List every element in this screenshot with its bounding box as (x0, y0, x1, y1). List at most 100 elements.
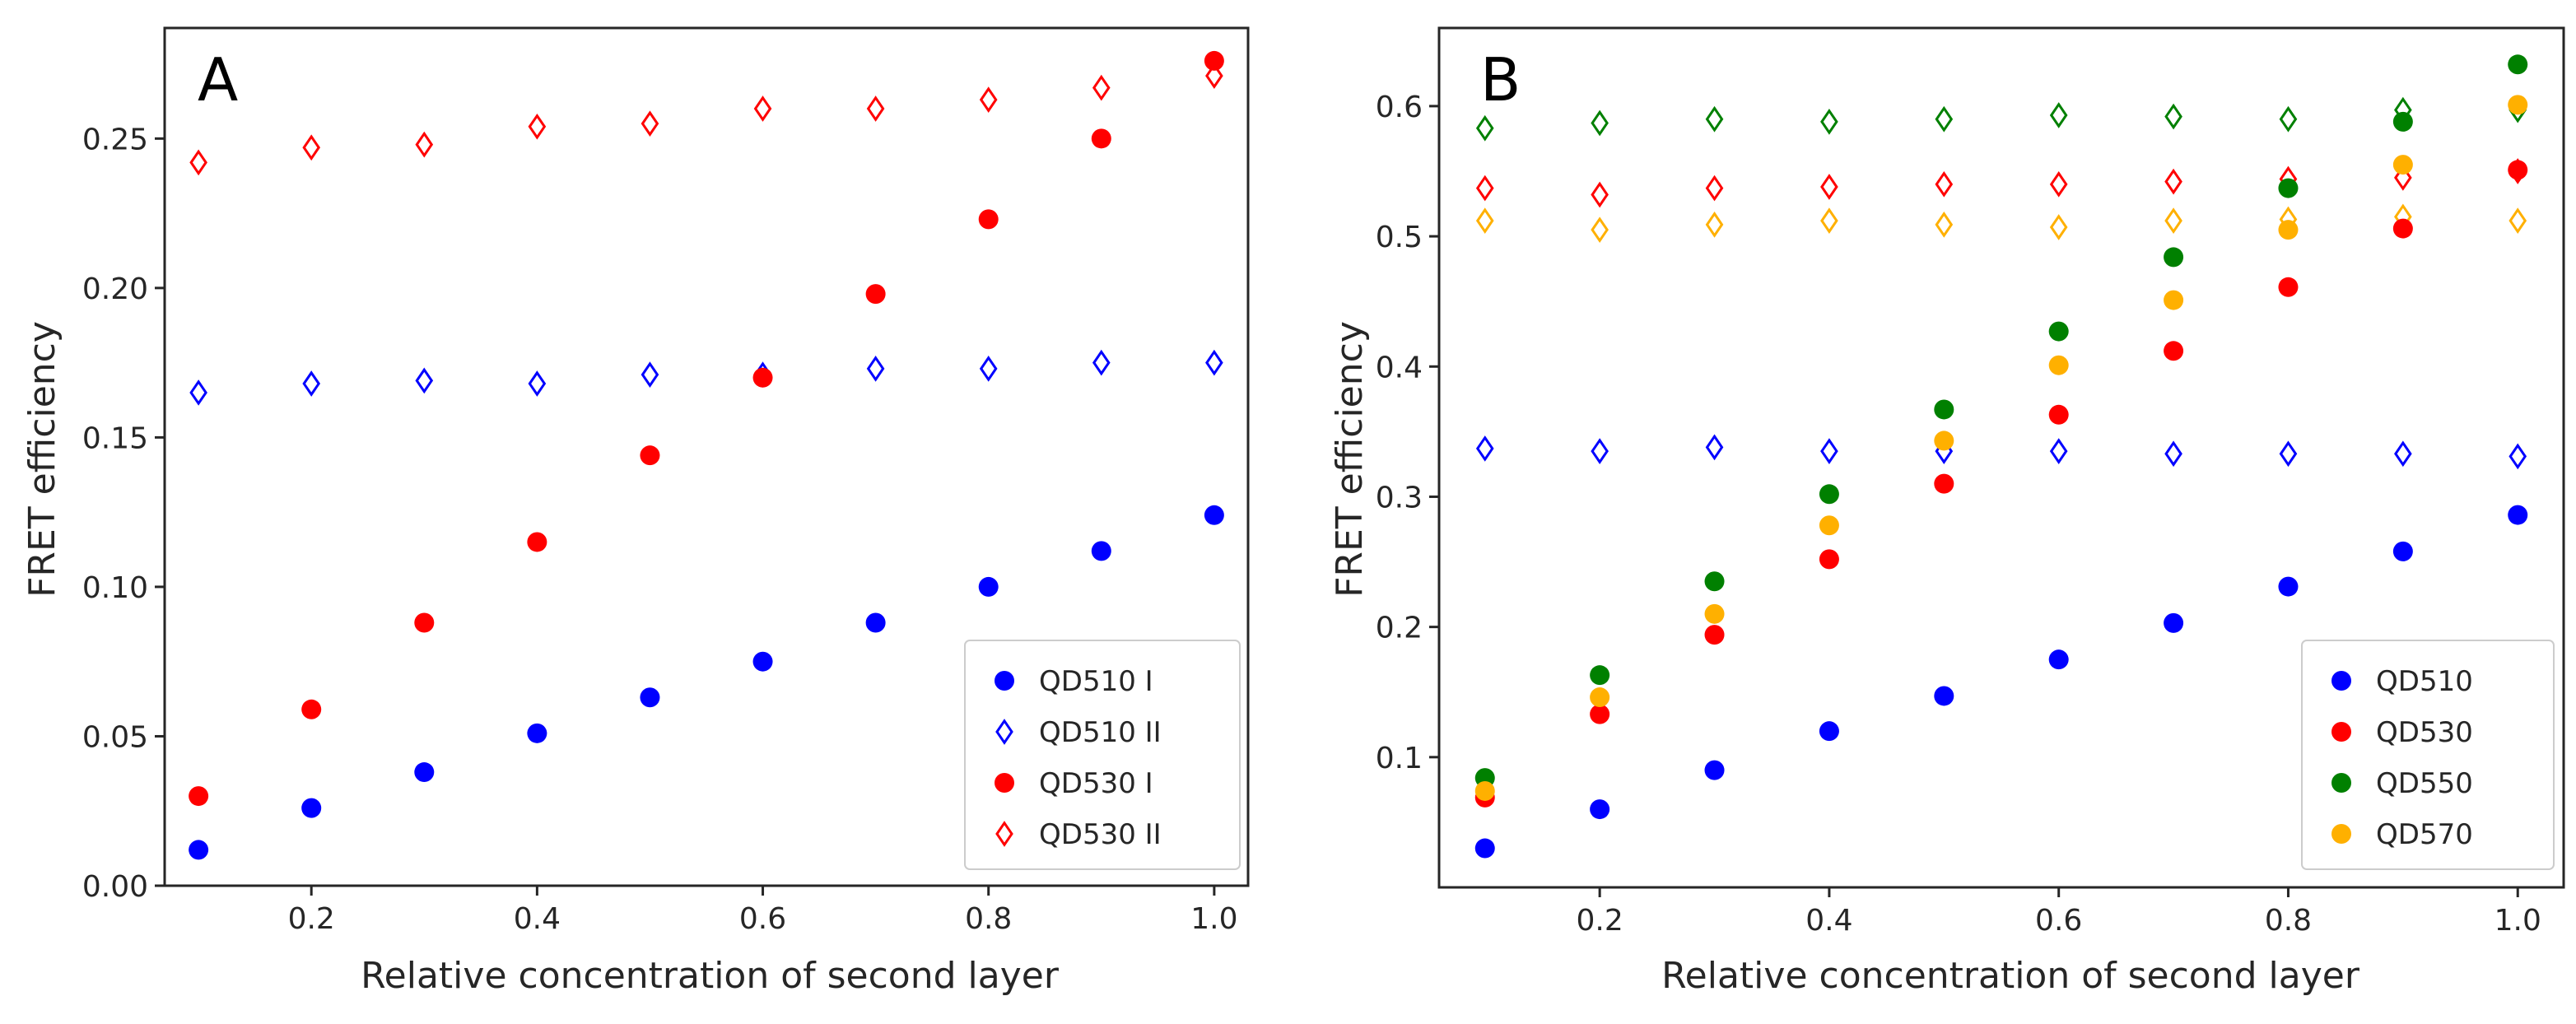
panel-b-point-qd510 (2392, 541, 2413, 561)
panel-b-point-qd510-ii (2508, 443, 2527, 470)
panel-a-point-qd510-i (301, 798, 322, 818)
panel-b-point-qd570 (1474, 780, 1495, 801)
panel-b-chart: B Relative concentration of second layer… (1329, 26, 2565, 997)
panel-a-x-tick-label: 0.6 (739, 902, 786, 936)
panel-a-y-tick-label: 0.05 (82, 720, 148, 754)
panel-b-point-qd550 (2508, 54, 2528, 75)
panel-b-point-qd510 (1934, 686, 1954, 706)
panel-a-point-qd510-i (527, 723, 547, 743)
panel-a-legend-item: QD510 I (995, 665, 1153, 698)
panel-a-point-qd530-ii (641, 110, 659, 137)
panel-b-legend-marker (2331, 824, 2351, 844)
panel-a-point-qd510-i (1091, 541, 1111, 561)
panel-b-legend-item: QD550 (2331, 767, 2473, 800)
panel-a-legend-item: QD530 II (995, 818, 1162, 851)
panel-b-point-qd530-ii (1475, 175, 1494, 202)
panel-a-legend-marker (995, 821, 1013, 847)
panel-b-point-qd510 (2278, 576, 2299, 597)
panel-b-point-qd570-ii (1820, 207, 1838, 234)
panel-b-series-qd550-ii (1475, 96, 2527, 142)
panel-b-point-qd550 (2164, 247, 2184, 268)
panel-a-point-qd530-i (1091, 128, 1111, 149)
panel-b-point-qd530-ii (2164, 168, 2182, 195)
panel-a-legend-item: QD510 II (995, 716, 1162, 749)
panel-b-point-qd570 (2164, 290, 2184, 310)
panel-a-point-qd530-i (301, 699, 322, 719)
panel-b-series-qd570 (1474, 95, 2528, 801)
panel-b-point-qd530-ii (1820, 174, 1838, 200)
panel-b-point-qd510-ii (1705, 434, 1724, 461)
panel-a-chart: A Relative concentration of second layer… (21, 26, 1250, 997)
panel-a-series-qd510-i (189, 505, 1224, 860)
panel-b-point-qd530 (2278, 277, 2299, 297)
panel-a-legend-label: QD530 II (1039, 818, 1162, 851)
panel-b-point-qd570 (1934, 431, 1954, 451)
panel-b-point-qd510-ii (2279, 440, 2298, 468)
panel-b-legend-label: QD570 (2376, 818, 2473, 851)
panel-a-point-qd510-ii (528, 370, 547, 397)
panel-b-point-qd510 (2508, 505, 2528, 525)
panel-b-point-qd510-ii (2164, 440, 2182, 468)
panel-b-point-qd530 (2048, 404, 2069, 425)
panel-b-point-qd530-ii (2394, 165, 2412, 191)
panel-a-point-qd530-ii (1205, 63, 1223, 89)
panel-b-point-qd550 (1934, 399, 1954, 420)
panel-b-y-axis-label: FRET efficiency (1329, 321, 1371, 598)
panel-a-y-tick-label: 0.10 (82, 571, 148, 605)
panel-a-y-tick-label: 0.00 (82, 870, 148, 904)
panel-a-letter: A (198, 45, 238, 114)
panel-a-point-qd510-i (414, 762, 435, 783)
panel-b-point-qd570 (2048, 355, 2069, 375)
panel-a-point-qd510-i (1204, 505, 1224, 525)
panel-b-series-qd530-ii (1475, 158, 2527, 208)
panel-a-point-qd510-i (978, 576, 999, 597)
panel-b-point-qd570-ii (1591, 216, 1609, 244)
panel-a-point-qd530-ii (753, 95, 772, 122)
panel-b-point-qd510 (1590, 799, 1610, 820)
panel-b-legend-item: QD530 (2331, 716, 2473, 749)
panel-b-y-tick-label: 0.3 (1376, 481, 1423, 514)
panel-a-x-tick-label: 0.4 (514, 902, 561, 936)
panel-b-legend-label: QD550 (2376, 767, 2473, 800)
panel-a-plot-frame (163, 26, 1250, 887)
panel-b-point-qd570 (1590, 687, 1610, 708)
panel-a-point-qd510-i (640, 687, 660, 708)
panel-b-point-qd510 (1819, 721, 1839, 742)
panel-a-point-qd510-ii (1205, 349, 1223, 376)
panel-b-point-qd550 (2048, 321, 2069, 342)
panel-a-legend-marker (995, 773, 1014, 793)
panel-b-point-qd550-ii (1475, 114, 1494, 142)
panel-b-point-qd510-ii (1820, 438, 1838, 464)
panel-a-point-qd510-i (752, 651, 773, 672)
panel-b-point-qd530-ii (1935, 170, 1954, 198)
panel-b-point-qd530 (2164, 341, 2184, 361)
panel-a-point-qd530-ii (302, 134, 321, 161)
panel-b-point-qd570-ii (1475, 207, 1494, 234)
panel-b-point-qd550 (1704, 571, 1725, 592)
panel-b-point-qd530 (2392, 218, 2413, 239)
panel-a-legend-marker (995, 671, 1014, 691)
panel-a-y-tick-label: 0.15 (82, 421, 148, 455)
panel-a-point-qd510-ii (302, 370, 321, 397)
panel-b-point-qd550 (1819, 484, 1839, 505)
panel-b-y-tick-label: 0.5 (1376, 221, 1423, 254)
panel-b-point-qd550 (2392, 111, 2413, 132)
panel-b-series-qd570-ii (1475, 203, 2527, 244)
panel-a-series-qd530-ii (189, 63, 1223, 176)
panel-a-point-qd530-i (640, 445, 660, 466)
panel-a-point-qd530-i (527, 532, 547, 552)
panel-b-point-qd530-ii (2049, 170, 2068, 198)
panel-a-point-qd530-ii (866, 95, 885, 122)
panel-a-x-axis-label: Relative concentration of second layer (361, 955, 1060, 997)
panel-a-legend-item: QD530 I (995, 767, 1153, 800)
panel-b-point-qd510-ii (2049, 438, 2068, 464)
panel-b-x-tick-label: 1.0 (2494, 904, 2541, 938)
panel-b-point-qd570-ii (2508, 207, 2527, 234)
panel-b-point-qd570 (2508, 95, 2528, 115)
panel-a-point-qd530-i (752, 367, 773, 388)
panel-b-legend-box (2301, 640, 2555, 870)
panel-b-point-qd510 (1474, 838, 1495, 859)
panel-b-point-qd510-ii (1475, 435, 1494, 462)
panel-b-point-qd550-ii (2049, 102, 2068, 128)
panel-b-point-qd570 (2278, 220, 2299, 240)
